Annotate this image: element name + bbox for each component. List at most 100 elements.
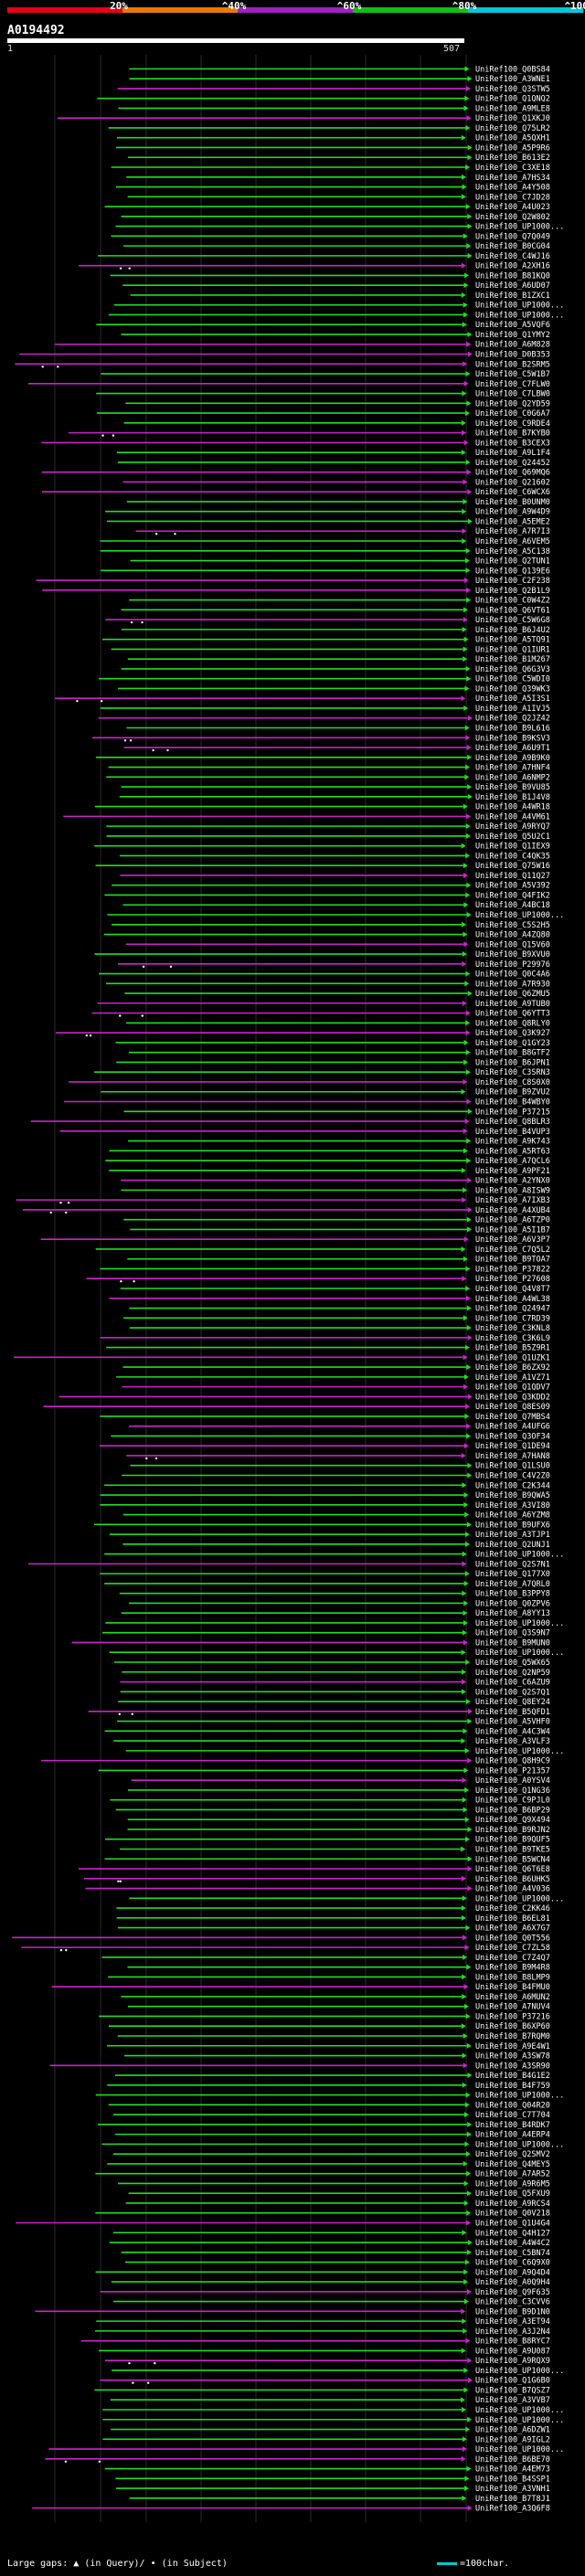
hit-label[interactable]: UniRef100_B613E2	[475, 154, 550, 163]
hit-label[interactable]: UniRef100_B9TOA7	[475, 1256, 550, 1265]
hit-label[interactable]: UniRef100_B3PPY8	[475, 1590, 550, 1599]
hit-label[interactable]: UniRef100_B4G1E2	[475, 2072, 550, 2081]
hit-label[interactable]: UniRef100_A8ISW9	[475, 1186, 550, 1195]
hit-label[interactable]: UniRef100_A6DZW1	[475, 2426, 550, 2435]
hit-label[interactable]: UniRef100_A3VLF3	[475, 1737, 550, 1746]
hit-label[interactable]: UniRef100_A4UFG6	[475, 1423, 550, 1432]
hit-label[interactable]: UniRef100_B9QUF5	[475, 1836, 550, 1845]
hit-label[interactable]: UniRef100_Q24452	[475, 459, 550, 468]
hit-label[interactable]: UniRef100_A5EME2	[475, 517, 550, 526]
hit-label[interactable]: UniRef100_A4WR18	[475, 803, 550, 812]
hit-label[interactable]: UniRef100_B9KSV3	[475, 734, 550, 743]
hit-label[interactable]: UniRef100_A3VVB7	[475, 2396, 550, 2405]
hit-label[interactable]: UniRef100_B81KQ0	[475, 271, 550, 281]
hit-label[interactable]: UniRef100_A9PF21	[475, 1167, 550, 1176]
hit-label[interactable]: UniRef100_B7KYB0	[475, 429, 550, 439]
hit-label[interactable]: UniRef100_B6BE70	[475, 2455, 550, 2465]
hit-label[interactable]: UniRef100_A7HS34	[475, 174, 550, 183]
hit-label[interactable]: UniRef100_C5S2H5	[475, 921, 550, 930]
hit-label[interactable]: UniRef100_Q4H127	[475, 2229, 550, 2238]
hit-label[interactable]: UniRef100_B1ZXC1	[475, 292, 550, 301]
hit-label[interactable]: UniRef100_C7FLW0	[475, 380, 550, 389]
hit-label[interactable]: UniRef100_UP1000...	[475, 2140, 564, 2149]
hit-label[interactable]: UniRef100_A7R930	[475, 980, 550, 989]
hit-label[interactable]: UniRef100_P29976	[475, 960, 550, 970]
hit-label[interactable]: UniRef100_Q75LR2	[475, 124, 550, 133]
hit-label[interactable]: UniRef100_Q4MEY5	[475, 2160, 550, 2169]
hit-label[interactable]: UniRef100_Q3K927	[475, 1029, 550, 1038]
hit-label[interactable]: UniRef100_C4QK35	[475, 852, 550, 861]
hit-label[interactable]: UniRef100_A2XH16	[475, 262, 550, 271]
hit-label[interactable]: UniRef100_B6EL81	[475, 1914, 550, 1924]
hit-label[interactable]: UniRef100_Q6VT61	[475, 606, 550, 615]
hit-label[interactable]: UniRef100_A1VZ71	[475, 1373, 550, 1383]
hit-label[interactable]: UniRef100_B8GTF2	[475, 1049, 550, 1058]
hit-label[interactable]: UniRef100_A5VQF6	[475, 321, 550, 330]
hit-label[interactable]: UniRef100_Q1IEX9	[475, 843, 550, 852]
hit-label[interactable]: UniRef100_B6J4U2	[475, 626, 550, 635]
hit-label[interactable]: UniRef100_Q2UNJ1	[475, 1541, 550, 1550]
hit-label[interactable]: UniRef100_B4F759	[475, 2082, 550, 2091]
hit-label[interactable]: UniRef100_A4U023	[475, 203, 550, 212]
hit-label[interactable]: UniRef100_Q139E6	[475, 567, 550, 576]
hit-label[interactable]: UniRef100_B1J4V8	[475, 793, 550, 802]
hit-label[interactable]: UniRef100_A5QXH1	[475, 134, 550, 143]
hit-label[interactable]: UniRef100_A4BC18	[475, 901, 550, 910]
hit-label[interactable]: UniRef100_B8LMP9	[475, 1973, 550, 1982]
hit-label[interactable]: UniRef100_Q1YMY2	[475, 331, 550, 340]
hit-label[interactable]: UniRef100_B9M4R8	[475, 1964, 550, 1973]
hit-label[interactable]: UniRef100_Q5WX65	[475, 1659, 550, 1668]
hit-label[interactable]: UniRef100_C7Q5L2	[475, 1246, 550, 1255]
hit-label[interactable]: UniRef100_A9IGL2	[475, 2435, 550, 2444]
hit-label[interactable]: UniRef100_A6TZP0	[475, 1216, 550, 1225]
hit-label[interactable]: UniRef100_C7RD39	[475, 1314, 550, 1323]
hit-label[interactable]: UniRef100_A3Q6F8	[475, 2505, 550, 2514]
hit-label[interactable]: UniRef100_B1M267	[475, 655, 550, 664]
hit-label[interactable]: UniRef100_A9RYQ7	[475, 822, 550, 832]
hit-label[interactable]: UniRef100_Q6YTT3	[475, 1010, 550, 1019]
hit-label[interactable]: UniRef100_B6XP60	[475, 2022, 550, 2031]
hit-label[interactable]: UniRef100_Q7MBS4	[475, 1413, 550, 1422]
hit-label[interactable]: UniRef100_B6ZX92	[475, 1363, 550, 1373]
hit-label[interactable]: UniRef100_A6U9T1	[475, 744, 550, 753]
hit-label[interactable]: UniRef100_A9R6M5	[475, 2179, 550, 2189]
hit-label[interactable]: UniRef100_C9PJL0	[475, 1797, 550, 1806]
hit-label[interactable]: UniRef100_A7IXB3	[475, 1196, 550, 1205]
hit-label[interactable]: UniRef100_UP1000...	[475, 1747, 564, 1756]
hit-label[interactable]: UniRef100_C7JD28	[475, 193, 550, 202]
hit-label[interactable]: UniRef100_Q75W16	[475, 862, 550, 871]
hit-label[interactable]: UniRef100_Q8ES09	[475, 1403, 550, 1412]
hit-label[interactable]: UniRef100_A3VI80	[475, 1501, 550, 1511]
hit-label[interactable]: UniRef100_B9L616	[475, 725, 550, 734]
hit-label[interactable]: UniRef100_C5W6G8	[475, 616, 550, 625]
hit-label[interactable]: UniRef100_B5Z9R1	[475, 1344, 550, 1353]
hit-label[interactable]: UniRef100_A4Y508	[475, 184, 550, 193]
hit-label[interactable]: UniRef100_Q2S7Q1	[475, 1688, 550, 1697]
hit-label[interactable]: UniRef100_A4C3W4	[475, 1727, 550, 1736]
hit-label[interactable]: UniRef100_Q1GY23	[475, 1039, 550, 1048]
hit-label[interactable]: UniRef100_A7QRL0	[475, 1580, 550, 1589]
hit-label[interactable]: UniRef100_B9TKE5	[475, 1845, 550, 1854]
hit-label[interactable]: UniRef100_A5C138	[475, 547, 550, 557]
hit-label[interactable]: UniRef100_C2KK46	[475, 1904, 550, 1913]
hit-label[interactable]: UniRef100_A4WL38	[475, 1295, 550, 1304]
hit-label[interactable]: UniRef100_Q0C4A6	[475, 970, 550, 980]
hit-label[interactable]: UniRef100_Q39WK3	[475, 684, 550, 694]
hit-label[interactable]: UniRef100_Q2W802	[475, 213, 550, 222]
hit-label[interactable]: UniRef100_C3KNL8	[475, 1324, 550, 1333]
hit-label[interactable]: UniRef100_Q24947	[475, 1305, 550, 1314]
hit-label[interactable]: UniRef100_Q1QDV7	[475, 1383, 550, 1393]
hit-label[interactable]: UniRef100_A5I3S1	[475, 694, 550, 704]
hit-label[interactable]: UniRef100_C0G6A7	[475, 409, 550, 419]
hit-label[interactable]: UniRef100_A0YSV4	[475, 1776, 550, 1786]
hit-label[interactable]: UniRef100_Q2NP59	[475, 1669, 550, 1678]
hit-label[interactable]: UniRef100_A4VM61	[475, 812, 550, 822]
hit-label[interactable]: UniRef100_A4V036	[475, 1885, 550, 1894]
hit-label[interactable]: UniRef100_C3XE18	[475, 164, 550, 173]
hit-label[interactable]: UniRef100_UP1000...	[475, 223, 564, 232]
hit-label[interactable]: UniRef100_C2K344	[475, 1481, 550, 1490]
hit-label[interactable]: UniRef100_B9QWA5	[475, 1491, 550, 1500]
hit-label[interactable]: UniRef100_Q2S7N1	[475, 1560, 550, 1569]
hit-label[interactable]: UniRef100_A9K743	[475, 1138, 550, 1147]
hit-label[interactable]: UniRef100_Q1U4G4	[475, 2219, 550, 2228]
